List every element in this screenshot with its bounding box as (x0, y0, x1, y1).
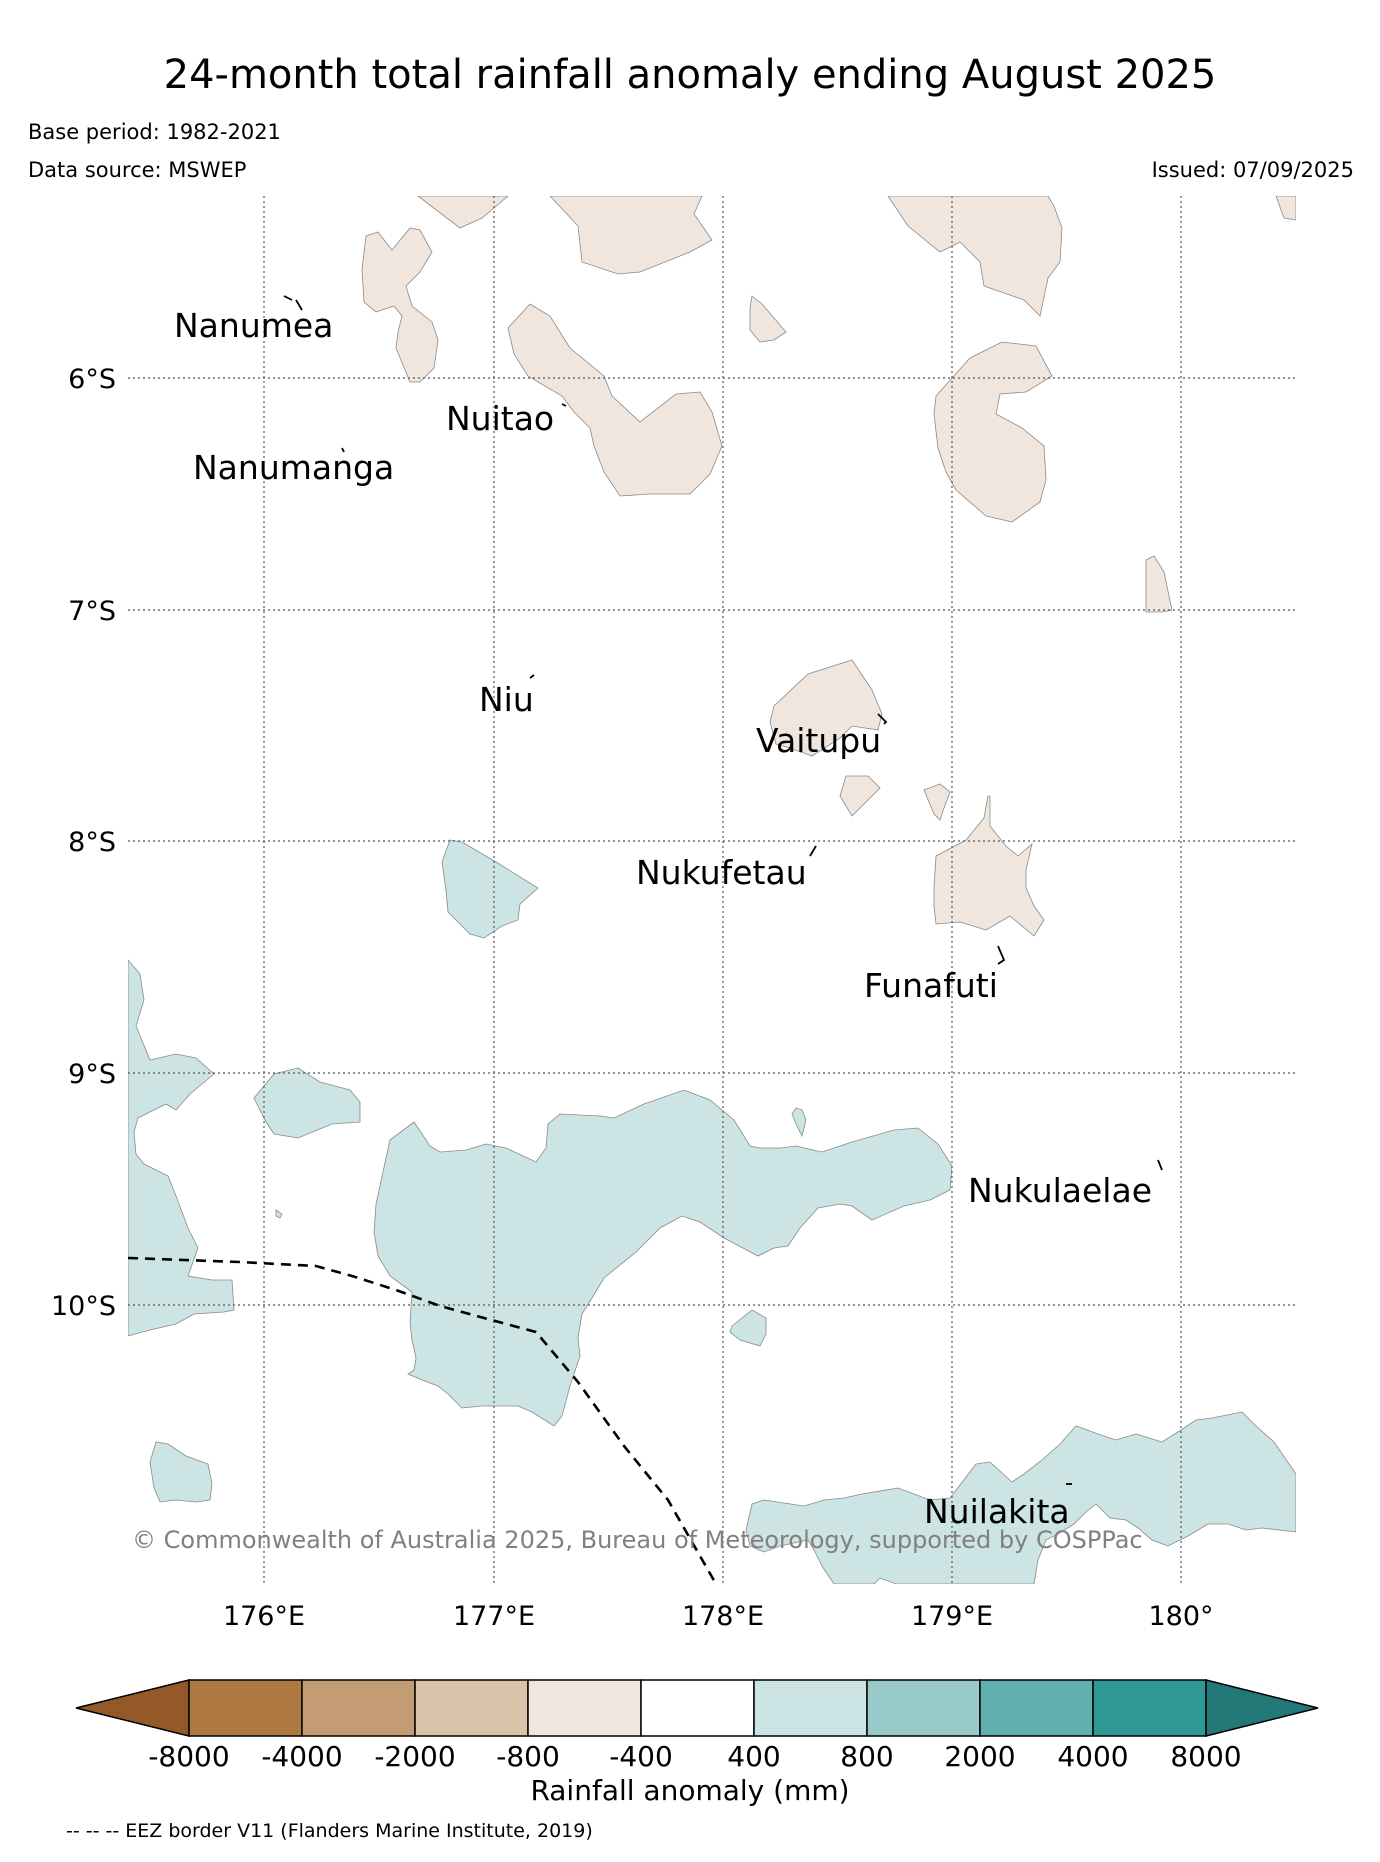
data-source: Data source: MSWEP (28, 158, 247, 182)
dry-area (769, 659, 883, 757)
colorbar-tick: -8000 (148, 1740, 230, 1773)
lon-label: 179°E (911, 1601, 993, 1632)
colorbar (75, 1679, 1319, 1737)
island-shape-nanumea (283, 295, 303, 311)
dry-area (839, 775, 881, 817)
colorbar-title: Rainfall anomaly (mm) (530, 1774, 850, 1807)
dry-area (933, 341, 1053, 523)
eez-legend-note: -- -- -- EEZ border V11 (Flanders Marine… (66, 1820, 593, 1842)
colorbar-tick: -2000 (374, 1740, 456, 1773)
colorbar-tick: 8000 (1170, 1740, 1242, 1773)
wet-area (253, 1067, 361, 1139)
colorbar-bin (866, 1679, 981, 1737)
island-shape-nanumanga (341, 447, 345, 453)
colorbar-bin (640, 1679, 755, 1737)
colorbar-bin (979, 1679, 1094, 1737)
issued-date: Issued: 07/09/2025 (1151, 158, 1354, 182)
wet-area (745, 1411, 1296, 1584)
island-shape-nukufetau (809, 845, 817, 857)
island-label-vaitupu: Vaitupu (756, 721, 881, 760)
wet-anomaly-areas (128, 839, 1296, 1584)
dry-area (923, 783, 951, 821)
island-label-funafuti: Funafuti (864, 966, 998, 1005)
lon-label: 180° (1148, 1601, 1213, 1632)
colorbar-extend-high (1205, 1679, 1319, 1737)
island-labels: Nanumea Nuitao Nanumanga Niu Vaitupu Nuk… (174, 306, 1152, 1531)
lat-label: 9°S (68, 1059, 116, 1090)
lat-label: 7°S (68, 596, 116, 627)
dry-area (1145, 555, 1173, 613)
colorbar-extend-low (75, 1679, 190, 1737)
island-shape-niu (529, 674, 535, 679)
island-label-nuilakita: Nuilakita (924, 1492, 1070, 1531)
island-label-nukulaelae: Nukulaelae (968, 1171, 1152, 1210)
colorbar-tick: 4000 (1057, 1740, 1129, 1773)
lat-label: 10°S (51, 1291, 116, 1322)
colorbar-bin (753, 1679, 868, 1737)
island-shape-nuitao (561, 403, 567, 407)
dry-area (887, 196, 1063, 317)
colorbar-bin (414, 1679, 529, 1737)
lat-label: 6°S (68, 364, 116, 395)
wet-area (441, 839, 539, 939)
dry-area (749, 295, 787, 343)
graticule (128, 196, 1296, 1584)
wet-area (275, 1209, 283, 1219)
dry-area (507, 303, 723, 497)
wet-area (373, 1089, 953, 1427)
anomaly-layer (128, 196, 1296, 1584)
map-title: 24-month total rainfall anomaly ending A… (163, 52, 1217, 98)
dry-area (1275, 196, 1296, 221)
colorbar-tick: 800 (840, 1740, 894, 1773)
dry-area (361, 227, 439, 383)
lat-label: 8°S (68, 827, 116, 858)
lon-label: 176°E (223, 1601, 305, 1632)
copyright-text: © Commonwealth of Australia 2025, Bureau… (132, 1526, 1143, 1554)
colorbar-tick: -800 (496, 1740, 560, 1773)
colorbar-bin (527, 1679, 642, 1737)
colorbar-tick: 400 (727, 1740, 781, 1773)
latitude-labels: 6°S 7°S 8°S 9°S 10°S (51, 364, 116, 1322)
island-label-nuitao: Nuitao (446, 399, 554, 438)
colorbar-tick: -4000 (261, 1740, 343, 1773)
island-label-nanumea: Nanumea (174, 306, 333, 345)
eez-border (127, 1256, 718, 1585)
lon-label: 177°E (453, 1601, 535, 1632)
longitude-labels: 176°E 177°E 178°E 179°E 180° (223, 1601, 1214, 1632)
colorbar-bin (301, 1679, 416, 1737)
island-outlines (283, 295, 1163, 1485)
island-shape-nukulaelae (1157, 1159, 1163, 1171)
lon-label: 178°E (682, 1601, 764, 1632)
base-period: Base period: 1982-2021 (28, 120, 281, 144)
island-shape-funafuti (997, 945, 1006, 965)
colorbar-tick: 2000 (944, 1740, 1016, 1773)
colorbar-bin (1092, 1679, 1207, 1737)
dry-area (549, 196, 713, 275)
wet-area (791, 1107, 807, 1138)
wet-area (729, 1309, 767, 1347)
island-label-nanumanga: Nanumanga (193, 448, 394, 487)
island-label-niu: Niu (479, 680, 534, 719)
wet-area (128, 959, 235, 1337)
dry-anomaly-areas (361, 196, 1296, 937)
dry-area (417, 196, 509, 229)
island-shape-vaitupu (877, 713, 888, 725)
dry-area (933, 795, 1045, 937)
island-label-nukufetau: Nukufetau (636, 853, 807, 892)
colorbar-tick: -400 (609, 1740, 673, 1773)
colorbar-bin (188, 1679, 303, 1737)
wet-area (149, 1441, 213, 1503)
